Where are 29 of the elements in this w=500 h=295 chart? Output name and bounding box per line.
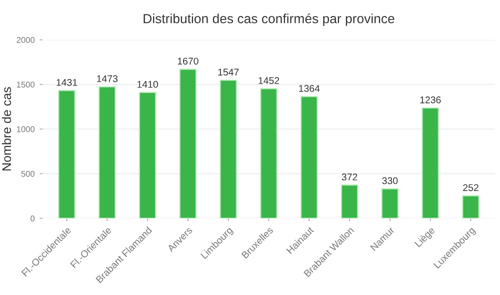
bar — [98, 86, 116, 218]
data-label: 1670 — [178, 58, 198, 65]
y-axis-title: Nombre de cas — [2, 87, 12, 170]
bar — [58, 90, 76, 218]
data-label: 372 — [342, 174, 358, 180]
bar — [179, 68, 197, 218]
bar — [422, 107, 439, 218]
bar — [381, 188, 399, 218]
y-tick-label: 500 — [21, 170, 35, 177]
data-label: 1236 — [420, 96, 441, 104]
data-label: 252 — [463, 184, 478, 192]
chart-title: Distribution des cas confirmés par province — [144, 13, 394, 26]
bar — [462, 195, 480, 218]
y-tick-label: 1500 — [16, 82, 35, 88]
y-tick-label: 0 — [30, 216, 35, 222]
bar — [138, 92, 156, 218]
data-label: 1473 — [97, 75, 118, 82]
y-tick-label: 1000 — [16, 126, 35, 132]
bar — [300, 96, 318, 218]
data-label: 1364 — [299, 84, 320, 92]
data-label: 1431 — [56, 79, 78, 86]
bar — [340, 184, 358, 218]
data-label: 1452 — [258, 77, 280, 84]
bar — [260, 88, 278, 218]
data-label: 330 — [382, 177, 398, 184]
y-tick-label: 2000 — [16, 37, 35, 43]
bar — [220, 80, 237, 218]
data-label: 1547 — [218, 68, 239, 76]
data-label: 1410 — [137, 80, 158, 88]
